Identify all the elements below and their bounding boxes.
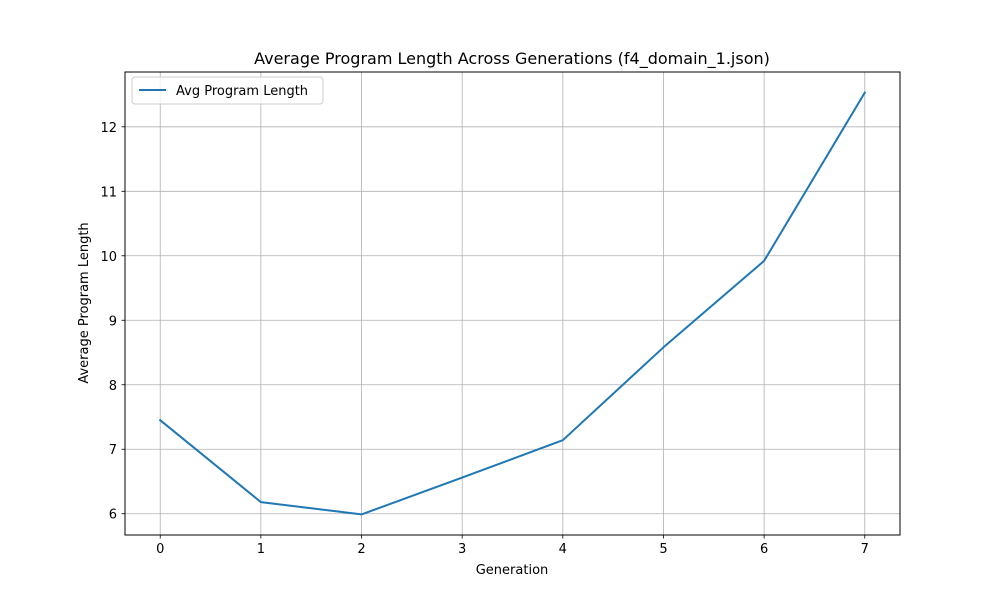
chart-title: Average Program Length Across Generation… — [254, 49, 770, 69]
legend-box — [131, 76, 324, 105]
y-axis: 6 7 8 9 10 11 12 — [100, 121, 125, 523]
x-tick-label: 2 — [357, 542, 365, 557]
x-tick-label: 5 — [659, 542, 667, 557]
plot-frame — [124, 71, 901, 536]
x-tick-label: 4 — [559, 542, 567, 557]
series-layer — [158, 91, 867, 516]
x-axis: 0 1 2 3 4 5 6 7 — [156, 535, 869, 557]
y-tick-label: 7 — [109, 443, 117, 458]
series-line — [158, 91, 867, 516]
x-tick-label: 7 — [861, 542, 869, 557]
y-tick-label: 9 — [109, 314, 117, 329]
y-tick-label: 11 — [100, 185, 117, 200]
y-tick-label: 10 — [100, 250, 117, 265]
x-tick-label: 3 — [458, 542, 466, 557]
x-tick-label: 6 — [760, 542, 768, 557]
y-tick-label: 12 — [100, 121, 117, 136]
y-axis-label: Average Program Length — [77, 222, 92, 383]
y-tick-label: 8 — [109, 379, 117, 394]
x-tick-label: 0 — [156, 542, 164, 557]
x-axis-label: Generation — [476, 563, 549, 578]
legend: Avg Program Length — [131, 76, 324, 105]
x-tick-label: 1 — [257, 542, 265, 557]
legend-label: Avg Program Length — [176, 84, 308, 99]
grid — [125, 72, 900, 535]
y-tick-label: 6 — [109, 508, 117, 523]
